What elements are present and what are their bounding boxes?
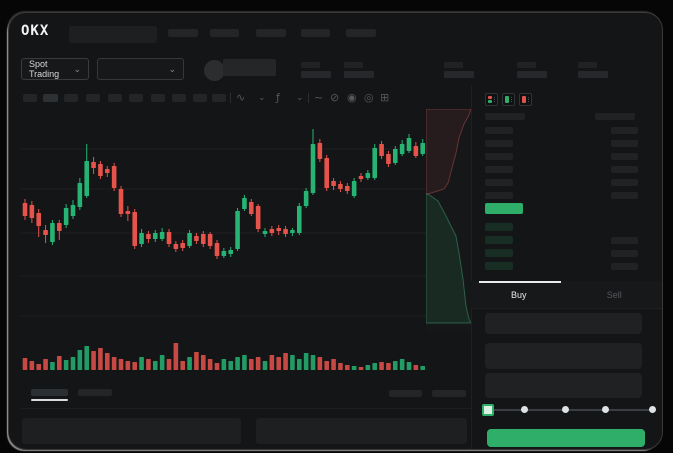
timeframe-button-active[interactable] <box>43 94 58 102</box>
amount-slider-handle[interactable] <box>482 404 494 416</box>
settings-icon[interactable]: ◎ <box>364 91 374 104</box>
bottom-panel-placeholder <box>256 418 467 444</box>
chevron-down-icon: ⌄ <box>168 63 176 74</box>
app-window: OKX Spot Trading ⌄ ⌄ ∿ ⌄ ƒ ⌄ ~ ⊘ ◉ ◎ ⊞ <box>8 12 663 450</box>
order-book-ask-size-placeholder[interactable] <box>611 140 638 147</box>
order-book-ask-row-placeholder[interactable] <box>485 166 513 173</box>
trade-form-field-3[interactable] <box>485 373 642 398</box>
order-book-ask-row-placeholder[interactable] <box>485 127 513 134</box>
search-bar-placeholder[interactable] <box>69 26 157 43</box>
order-book-ask-row-placeholder[interactable] <box>485 179 513 186</box>
tab-buy-label: Buy <box>510 289 527 300</box>
order-book-bid-row-placeholder[interactable] <box>485 236 513 244</box>
order-book-ask-size-placeholder[interactable] <box>611 153 638 160</box>
ticker-stat-placeholder <box>517 62 547 78</box>
fullscreen-icon[interactable]: ⊞ <box>380 91 390 104</box>
timeframe-button[interactable] <box>23 94 37 102</box>
bottom-tab-active-indicator <box>31 399 68 401</box>
amount-slider-stop[interactable] <box>649 406 656 413</box>
pair-selector[interactable]: ⌄ <box>97 58 184 80</box>
ticker-stat-placeholder <box>578 62 608 78</box>
toolbar-divider <box>308 93 309 103</box>
chart-type-chevron-icon[interactable]: ⌄ <box>258 93 266 103</box>
tab-sell[interactable]: Sell <box>567 281 663 308</box>
order-book-ask-row-placeholder[interactable] <box>485 192 513 199</box>
amount-slider-stop[interactable] <box>521 406 528 413</box>
avatar[interactable] <box>204 60 225 81</box>
last-price-indicator[interactable] <box>485 203 523 214</box>
order-book-ask-size-placeholder[interactable] <box>611 127 638 134</box>
chevron-down-icon: ⌄ <box>73 63 81 74</box>
trade-form-field-2[interactable] <box>485 343 642 369</box>
bottom-tab-placeholder[interactable] <box>78 389 112 396</box>
order-book-ask-size-placeholder[interactable] <box>611 166 638 173</box>
market-type-selector[interactable]: Spot Trading ⌄ <box>21 58 89 80</box>
depth-svg <box>426 109 471 324</box>
depth-chart-background <box>426 109 471 331</box>
tab-buy-active-indicator <box>479 281 561 283</box>
timeframe-button[interactable] <box>172 94 186 102</box>
buy-submit-button[interactable] <box>487 429 645 447</box>
market-type-label: Spot Trading <box>29 59 60 79</box>
amount-slider-stop[interactable] <box>562 406 569 413</box>
candlestick-svg <box>21 129 426 317</box>
timeframe-button[interactable] <box>64 94 78 102</box>
timeframe-button[interactable] <box>151 94 165 102</box>
timeframe-button[interactable] <box>108 94 122 102</box>
volume-svg <box>22 343 426 370</box>
order-book-bid-row-placeholder[interactable] <box>485 262 513 270</box>
tab-sell-label: Sell <box>606 289 622 300</box>
order-book-ask-row-placeholder[interactable] <box>485 140 513 147</box>
order-book-column-header-placeholder <box>595 113 635 120</box>
compare-icon[interactable]: ⊘ <box>330 91 340 104</box>
indicators-chevron-icon[interactable]: ⌄ <box>296 93 304 103</box>
nav-item-placeholder[interactable] <box>210 29 239 37</box>
tab-buy[interactable]: Buy <box>471 281 567 308</box>
timeframe-button[interactable] <box>86 94 100 102</box>
amount-slider-stop[interactable] <box>602 406 609 413</box>
bottom-divider <box>21 408 471 409</box>
order-book-view-asks-icon[interactable] <box>519 93 532 106</box>
order-book-bid-row-placeholder[interactable] <box>485 249 513 257</box>
order-book-column-header-placeholder <box>485 113 525 120</box>
nav-item-placeholder[interactable] <box>301 29 330 37</box>
timeframe-button[interactable] <box>129 94 143 102</box>
order-book-ask-size-placeholder[interactable] <box>611 192 638 199</box>
bottom-panel-placeholder <box>22 418 241 444</box>
order-book-view-all-icon[interactable] <box>485 93 498 106</box>
bottom-panel-action-placeholder[interactable] <box>432 390 466 397</box>
ticker-stat-placeholder <box>301 62 331 78</box>
toolbar-divider <box>230 93 231 103</box>
camera-icon[interactable]: ◉ <box>347 91 357 104</box>
bottom-panel-action-placeholder[interactable] <box>389 390 422 397</box>
order-book-view-bids-icon[interactable] <box>502 93 515 106</box>
order-book-ask-row-placeholder[interactable] <box>485 153 513 160</box>
timeframe-button[interactable] <box>193 94 207 102</box>
nav-item-placeholder[interactable] <box>256 29 286 37</box>
order-book-bid-row-placeholder[interactable] <box>485 223 513 231</box>
chart-type-icon[interactable]: ∿ <box>236 91 246 104</box>
indicators-icon[interactable]: ƒ <box>276 91 280 104</box>
order-book-bid-size-placeholder[interactable] <box>611 263 638 270</box>
ticker-stat-placeholder <box>444 62 474 78</box>
order-book-bid-size-placeholder[interactable] <box>611 250 638 257</box>
amount-slider-track[interactable] <box>489 409 653 411</box>
ticker-stat-placeholder <box>344 62 374 78</box>
order-book-bid-size-placeholder[interactable] <box>611 237 638 244</box>
order-book-ask-size-placeholder[interactable] <box>611 179 638 186</box>
line-tool-icon[interactable]: ~ <box>314 91 324 104</box>
timeframe-button[interactable] <box>212 94 226 102</box>
bottom-tab-active-placeholder[interactable] <box>31 389 68 396</box>
pair-title-placeholder <box>223 59 276 76</box>
trade-form-field-1[interactable] <box>485 313 642 334</box>
trade-tab-bar: Buy Sell <box>471 281 662 309</box>
okx-logo: OKX <box>21 23 50 39</box>
right-panel-divider <box>471 85 472 449</box>
nav-item-placeholder[interactable] <box>346 29 376 37</box>
nav-item-placeholder[interactable] <box>168 29 198 37</box>
